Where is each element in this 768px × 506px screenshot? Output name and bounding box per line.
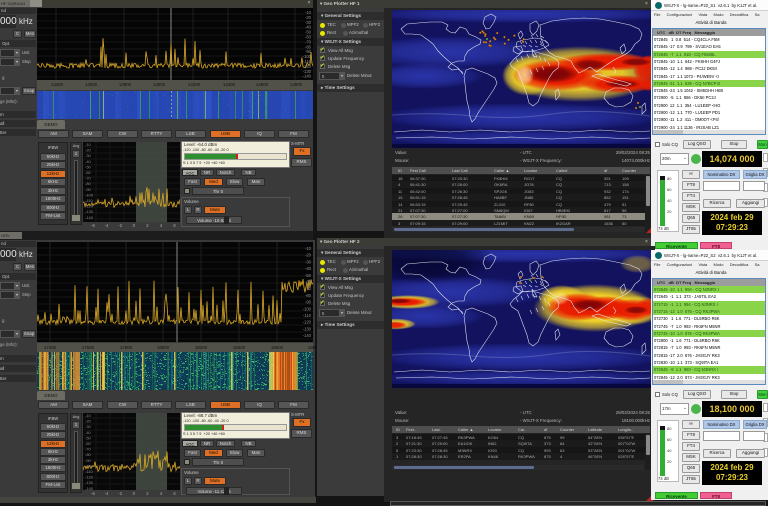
svg-text:-120: -120 [303,320,312,325]
svg-text:-80: -80 [85,452,92,457]
svg-text:-130: -130 [85,480,94,485]
svg-text:-20: -20 [85,148,92,153]
svg-text:-110: -110 [85,198,93,203]
svg-text:-40: -40 [305,25,312,30]
svg-text:-20: -20 [305,15,312,20]
svg-text:-30: -30 [305,20,312,25]
svg-text:-80: -80 [85,181,92,186]
svg-text:-130: -130 [85,209,94,214]
svg-text:-60: -60 [305,280,312,285]
svg-text:-10: -10 [305,10,312,15]
svg-text:-60: -60 [85,170,92,175]
svg-text:-120: -120 [303,64,312,69]
svg-text:-140: -140 [303,74,312,79]
svg-text:-100: -100 [85,463,94,468]
svg-text:-100: -100 [303,306,312,311]
svg-text:-50: -50 [305,30,312,35]
svg-text:-30: -30 [85,424,92,429]
svg-text:-100: -100 [303,54,312,59]
svg-text:-30: -30 [85,153,92,158]
svg-text:-70: -70 [85,447,92,452]
svg-text:-50: -50 [85,435,92,440]
svg-text:-50: -50 [305,273,312,278]
svg-text:-120: -120 [85,204,94,209]
svg-text:-40: -40 [305,266,312,271]
svg-text:-90: -90 [305,49,312,54]
svg-text:-40: -40 [85,159,92,164]
svg-text:-10: -10 [85,413,92,418]
svg-text:-140: -140 [85,486,94,490]
svg-text:-40: -40 [85,430,92,435]
svg-text:-80: -80 [305,44,312,49]
svg-text:-120: -120 [85,475,94,480]
svg-text:-10: -10 [85,142,92,147]
svg-text:-90: -90 [85,458,92,463]
svg-text:-110: -110 [303,313,312,318]
svg-text:-90: -90 [85,187,92,192]
svg-text:-20: -20 [85,419,92,424]
svg-text:-30: -30 [305,259,312,264]
svg-text:-50: -50 [85,164,92,169]
svg-text:-110: -110 [303,59,312,64]
svg-text:-140: -140 [85,215,94,220]
svg-text:-60: -60 [305,35,312,40]
svg-text:-110: -110 [85,469,93,474]
svg-text:-130: -130 [303,326,312,331]
svg-text:-20: -20 [305,253,312,258]
svg-text:-80: -80 [305,293,312,298]
svg-text:-10: -10 [305,246,312,251]
svg-text:-60: -60 [85,441,92,446]
svg-text:-70: -70 [305,286,312,291]
svg-text:-70: -70 [305,39,312,44]
svg-text:-90: -90 [305,300,312,305]
svg-text:-140: -140 [303,333,312,338]
svg-text:-130: -130 [303,69,312,74]
svg-text:-70: -70 [85,176,92,181]
svg-text:-100: -100 [85,192,94,197]
